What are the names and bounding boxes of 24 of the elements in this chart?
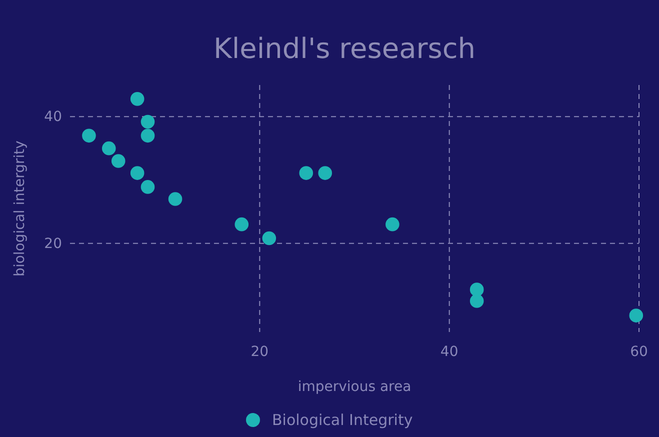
point: [470, 294, 484, 308]
point: [386, 217, 400, 232]
point: [140, 128, 155, 143]
legend-label: Biological Integrity: [272, 411, 413, 429]
point: [299, 166, 314, 180]
point: [262, 231, 276, 246]
x-tick-label: 40: [440, 344, 458, 360]
x-tick-label: 60: [630, 344, 648, 360]
chart-title: Kleindl's researsch: [214, 32, 476, 65]
y-axis-title: biological intergrity: [12, 140, 28, 276]
point: [82, 128, 96, 143]
point: [140, 180, 155, 194]
point: [318, 166, 332, 180]
point: [111, 154, 126, 168]
point: [140, 114, 155, 129]
point: [629, 308, 644, 322]
point: [130, 92, 144, 106]
point: [130, 166, 144, 180]
x-axis-title: impervious area: [298, 379, 412, 395]
point: [470, 282, 484, 296]
point: [102, 141, 116, 156]
point: [234, 217, 249, 232]
point: [168, 192, 182, 206]
x-tick-label: 20: [250, 344, 269, 360]
